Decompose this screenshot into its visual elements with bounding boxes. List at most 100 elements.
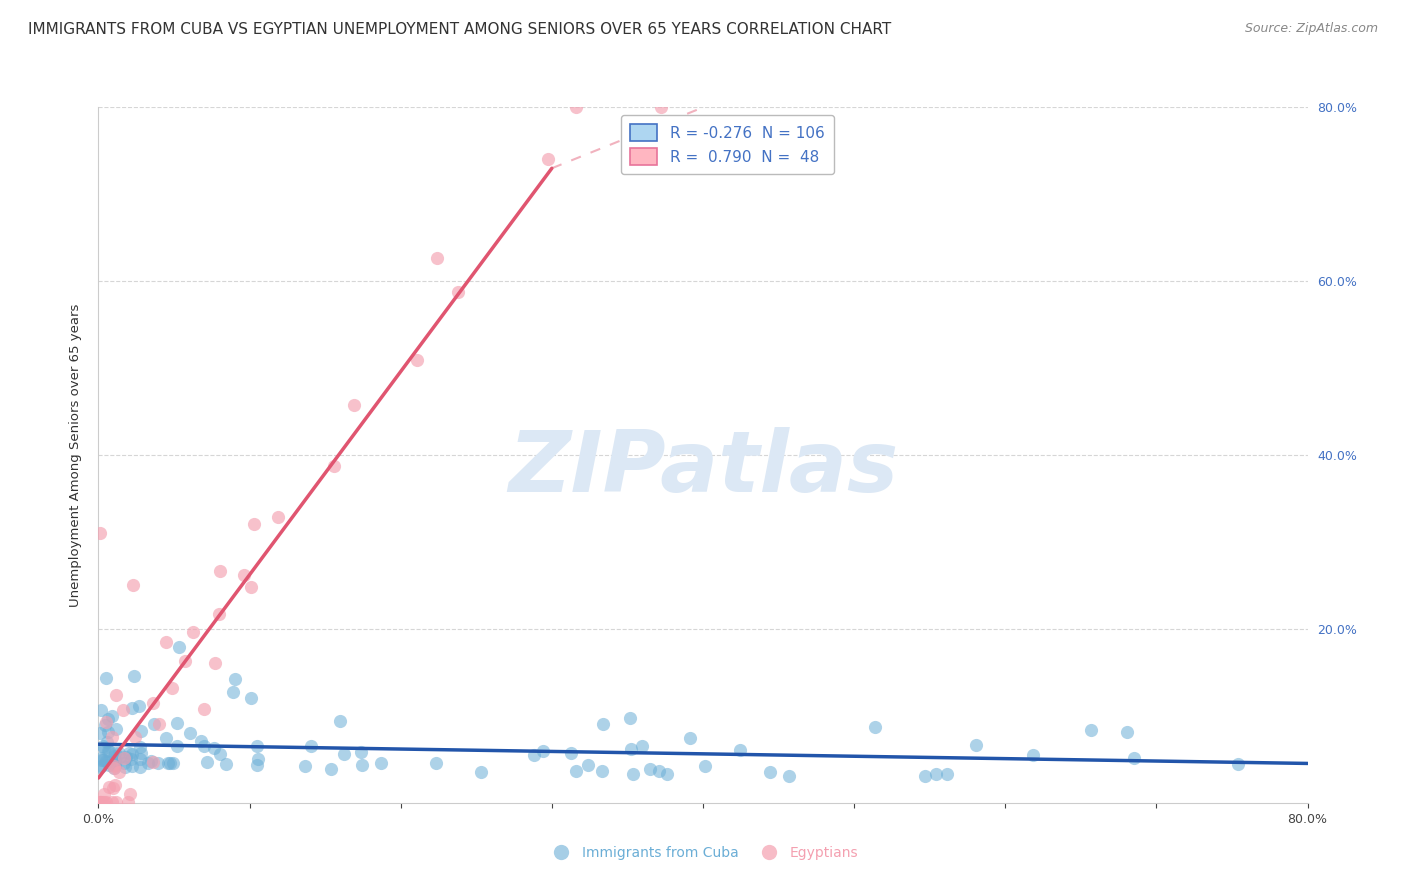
Point: [128, 751, 150, 765]
Point: [94, 718, 117, 732]
Point: [96, 725, 118, 739]
Point: [93, 795, 115, 809]
Point: [179, 726, 201, 740]
Point: [89, 759, 111, 773]
Point: [935, 767, 957, 781]
Point: [129, 739, 152, 754]
Point: [104, 688, 127, 702]
Point: [142, 755, 165, 769]
Point: [97, 758, 120, 772]
Point: [728, 743, 751, 757]
Point: [222, 685, 245, 699]
Point: [592, 716, 614, 731]
Point: [523, 748, 546, 763]
Point: [136, 756, 159, 770]
Point: [129, 746, 152, 760]
Point: [695, 759, 717, 773]
Point: [103, 761, 125, 775]
Point: [104, 778, 127, 792]
Point: [349, 745, 371, 759]
Point: [142, 696, 165, 710]
Point: [89, 725, 111, 739]
Point: [1115, 725, 1137, 739]
Point: [224, 672, 246, 686]
Point: [93, 787, 115, 801]
Point: [246, 752, 269, 766]
Point: [90, 795, 112, 809]
Point: [90, 703, 112, 717]
Point: [124, 730, 146, 744]
Point: [650, 100, 672, 114]
Point: [406, 353, 429, 368]
Point: [162, 681, 184, 696]
Point: [146, 756, 169, 770]
Point: [631, 739, 654, 753]
Text: IMMIGRANTS FROM CUBA VS EGYPTIAN UNEMPLOYMENT AMONG SENIORS OVER 65 YEARS CORREL: IMMIGRANTS FROM CUBA VS EGYPTIAN UNEMPLO…: [28, 22, 891, 37]
Legend: R = -0.276  N = 106, R =  0.790  N =  48: R = -0.276 N = 106, R = 0.790 N = 48: [621, 115, 834, 175]
Point: [564, 100, 586, 114]
Point: [104, 746, 127, 760]
Point: [426, 252, 449, 266]
Point: [576, 757, 599, 772]
Point: [131, 724, 153, 739]
Point: [759, 764, 782, 779]
Point: [174, 654, 197, 668]
Point: [1080, 723, 1102, 737]
Point: [181, 624, 204, 639]
Point: [114, 760, 136, 774]
Point: [190, 734, 212, 748]
Point: [329, 714, 352, 729]
Point: [239, 580, 262, 594]
Point: [104, 757, 127, 772]
Point: [148, 717, 170, 731]
Point: [531, 744, 554, 758]
Point: [103, 759, 125, 773]
Point: [89, 526, 111, 541]
Point: [332, 747, 354, 762]
Point: [1022, 748, 1045, 763]
Point: [209, 747, 232, 761]
Point: [323, 458, 346, 473]
Point: [246, 739, 269, 753]
Point: [103, 761, 125, 775]
Point: [97, 744, 120, 758]
Text: ZIPatlas: ZIPatlas: [508, 427, 898, 510]
Point: [89, 795, 111, 809]
Point: [112, 703, 135, 717]
Point: [647, 764, 669, 779]
Point: [97, 712, 120, 726]
Point: [103, 749, 125, 764]
Point: [118, 787, 141, 801]
Point: [94, 754, 117, 768]
Point: [120, 752, 142, 766]
Point: [157, 756, 180, 771]
Point: [104, 753, 127, 767]
Point: [143, 717, 166, 731]
Point: [124, 669, 146, 683]
Point: [91, 739, 114, 754]
Point: [121, 747, 143, 761]
Point: [232, 568, 254, 582]
Point: [193, 739, 215, 753]
Point: [965, 738, 987, 752]
Point: [207, 607, 229, 621]
Point: [89, 795, 111, 809]
Point: [621, 767, 644, 781]
Point: [98, 780, 121, 795]
Point: [112, 756, 135, 770]
Point: [267, 510, 290, 524]
Point: [243, 516, 266, 531]
Point: [155, 731, 177, 745]
Point: [93, 740, 115, 755]
Point: [94, 671, 117, 685]
Point: [343, 398, 366, 412]
Point: [108, 749, 131, 764]
Point: [470, 765, 492, 780]
Point: [193, 702, 215, 716]
Point: [370, 756, 392, 770]
Y-axis label: Unemployment Among Seniors over 65 years: Unemployment Among Seniors over 65 years: [69, 303, 82, 607]
Point: [115, 749, 138, 764]
Point: [425, 756, 447, 770]
Point: [537, 152, 560, 166]
Point: [90, 751, 112, 765]
